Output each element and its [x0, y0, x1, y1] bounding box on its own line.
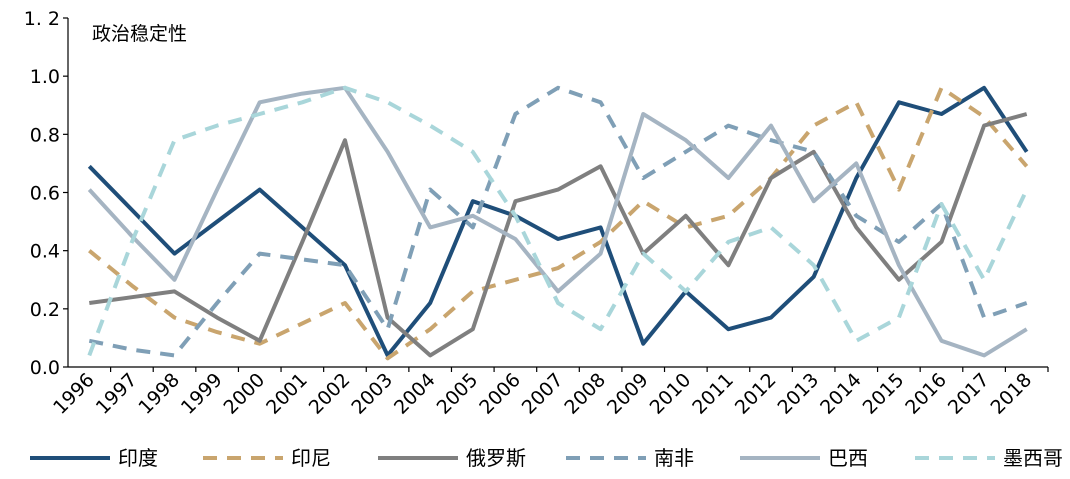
line-chart: 0.0 0.2 0.4 0.6 0.8 1.0 1. 2 19961997199819992…	[0, 0, 1070, 479]
x-tick-label: 2007	[518, 369, 568, 419]
y-tick-labels: 0.0 0.2 0.4 0.6 0.8 1.0 1. 2	[24, 8, 60, 379]
x-tick-label: 2000	[220, 369, 270, 419]
x-tick-label: 2001	[262, 369, 312, 419]
legend-label: 印尼	[291, 446, 331, 470]
x-tick-label: 2003	[347, 369, 397, 419]
x-tick-label: 2008	[560, 369, 610, 419]
x-tick-label: 2002	[305, 369, 355, 419]
x-tick-label: 1998	[134, 369, 184, 419]
x-tick-label: 2006	[475, 369, 525, 419]
legend: 印度 印尼 俄罗斯 南非 巴西 墨西哥	[30, 446, 1063, 470]
x-tick-label: 2013	[773, 369, 823, 419]
series-lines	[89, 88, 1026, 359]
x-tick-label: 2012	[731, 369, 781, 419]
legend-label: 巴西	[828, 446, 868, 470]
legend-label: 墨西哥	[1003, 446, 1063, 470]
x-tick-label: 1999	[177, 369, 227, 419]
legend-label: 印度	[118, 446, 158, 470]
legend-label: 南非	[654, 446, 694, 470]
x-tick-label: 2014	[816, 369, 866, 419]
x-tick-label: 2011	[688, 369, 738, 419]
y-tick-label: 0.2	[30, 299, 60, 321]
series-line-0	[89, 88, 1026, 356]
x-tick-label: 1997	[92, 369, 142, 419]
x-tick-label: 2005	[433, 369, 483, 419]
x-tick-label: 2015	[859, 369, 909, 419]
y-tick-label: 0.4	[30, 241, 60, 263]
y-tick-label: 0.8	[30, 124, 60, 146]
y-tick-label: 1. 2	[24, 8, 60, 30]
x-tick-label: 2010	[646, 369, 696, 419]
x-tick-label: 2016	[901, 369, 951, 419]
y-tick-label: 1.0	[30, 66, 60, 88]
axes	[63, 18, 1048, 372]
y-tick-label: 0.0	[30, 357, 60, 379]
legend-label: 俄罗斯	[466, 446, 526, 470]
x-tick-label: 2009	[603, 369, 653, 419]
x-tick-label: 2004	[390, 369, 440, 419]
x-tick-labels: 1996199719981999200020012002200320042005…	[49, 369, 1036, 419]
y-tick-label: 0.6	[30, 183, 60, 205]
x-tick-label: 2017	[944, 369, 994, 419]
chart-title: 政治稳定性	[92, 23, 187, 45]
x-tick-label: 2018	[986, 369, 1036, 419]
